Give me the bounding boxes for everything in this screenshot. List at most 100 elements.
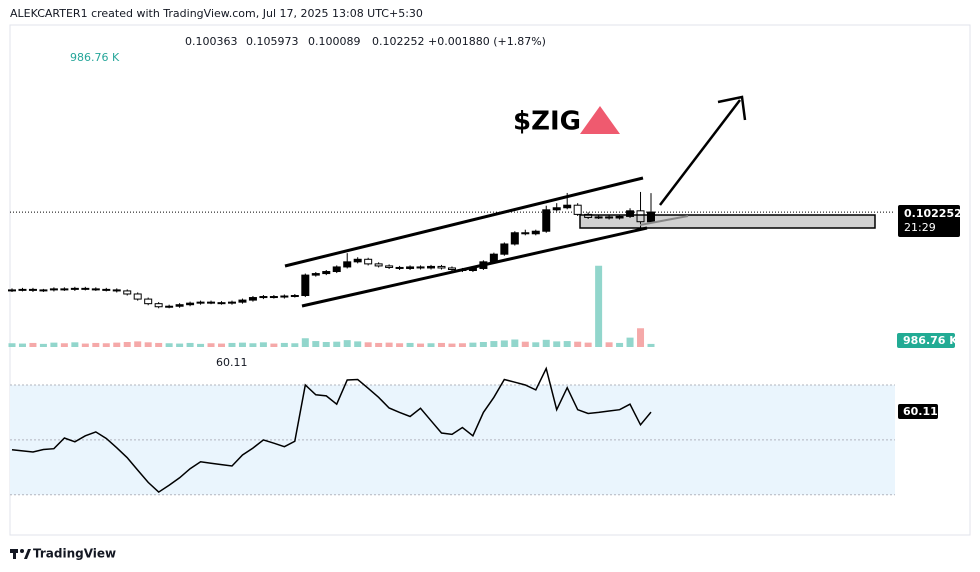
candle-body <box>552 207 561 211</box>
volume-bar <box>218 343 226 347</box>
candle-body <box>91 288 100 291</box>
candle-body <box>248 297 257 301</box>
footer-logo <box>10 549 31 559</box>
volume-bar <box>207 343 215 347</box>
volume-bar <box>165 343 173 347</box>
volume-bar <box>385 342 393 347</box>
volume-bar <box>469 342 477 347</box>
candle-body <box>60 288 69 291</box>
volume-bar <box>228 342 236 347</box>
candle-body <box>364 258 373 265</box>
candle-body <box>196 301 205 304</box>
candle-body <box>144 298 153 305</box>
volume-bar <box>542 339 550 347</box>
chart-title: $ZIG <box>513 107 581 137</box>
candle-body <box>542 209 551 232</box>
ohlc-readout: 0.100363 0.105973 0.100089 0.102252 +0.0… <box>185 35 546 48</box>
candle-body <box>647 211 655 223</box>
volume-bar <box>500 340 508 347</box>
volume-bar <box>39 343 47 347</box>
candle-body <box>18 288 27 291</box>
volume-bar <box>259 342 267 347</box>
arrow-head <box>717 95 747 121</box>
volume-bar <box>71 342 79 347</box>
volume-bar <box>574 341 582 347</box>
volume-bar <box>102 343 110 347</box>
volume-bar <box>322 342 330 347</box>
zone-line <box>639 215 689 226</box>
candle-body <box>154 303 163 308</box>
volume-bar <box>553 341 561 347</box>
volume-bar <box>249 343 257 347</box>
candle-body <box>615 215 624 219</box>
high-readout: 0.105973 <box>246 35 299 48</box>
volume-bar <box>626 337 634 347</box>
volume-bar <box>354 341 362 347</box>
volume-bar <box>333 341 341 347</box>
volume-bar <box>417 343 425 347</box>
candle-body <box>605 216 614 219</box>
volume-bar <box>29 342 37 347</box>
volume-bar <box>490 341 498 347</box>
volume-bar <box>595 265 603 347</box>
candle-body <box>227 301 236 304</box>
volume-bar <box>8 343 16 347</box>
candle-body <box>70 287 79 290</box>
volume-bar <box>270 343 278 347</box>
price-label: 0.102252 <box>904 207 962 220</box>
volume-bar <box>176 343 184 347</box>
volume-bar <box>532 342 540 347</box>
candle-body <box>385 265 394 268</box>
candle-body <box>8 289 16 292</box>
support-zone <box>579 214 876 229</box>
volume-bar <box>437 342 445 347</box>
candle-body <box>81 287 90 290</box>
candle-body <box>102 288 111 291</box>
candle-body <box>280 295 289 298</box>
candle-body <box>594 216 603 219</box>
volume-bar <box>511 339 519 347</box>
volume-bar <box>18 343 26 347</box>
volume-bar <box>186 342 194 347</box>
candle-body <box>500 243 509 255</box>
volume-bar <box>301 338 309 347</box>
candle-body <box>626 210 635 217</box>
volume-bar <box>238 342 246 347</box>
volume-bar <box>291 343 299 347</box>
candle-body <box>311 273 320 276</box>
footer: TradingView <box>33 547 116 561</box>
candle-body <box>112 289 121 292</box>
volume-bar <box>479 342 487 347</box>
candle-body <box>447 267 456 270</box>
candle-body <box>353 258 362 263</box>
candle-body <box>563 204 572 209</box>
open-readout: 0.100363 <box>185 35 238 48</box>
volume-bar <box>155 342 163 347</box>
arrow <box>659 99 741 206</box>
candle-body <box>238 299 247 303</box>
volume-bar <box>123 342 131 347</box>
rsi-line <box>11 366 652 494</box>
volume-bar <box>375 342 383 347</box>
volume-bar <box>134 341 142 347</box>
volume-bar <box>197 343 205 347</box>
candle-body <box>636 210 645 223</box>
candle-body <box>531 230 540 235</box>
volume-bar <box>343 340 351 347</box>
volume-bar <box>92 342 100 347</box>
candle-body <box>573 204 582 215</box>
volume-bar <box>81 343 89 347</box>
volume-bar <box>584 342 592 347</box>
volume-bar <box>521 341 529 347</box>
candle-body <box>207 301 216 304</box>
volume-bar <box>144 342 152 347</box>
rsi-label: 60.11 <box>903 405 938 418</box>
candle-body <box>406 266 415 269</box>
volume-bar <box>312 341 320 347</box>
candle-body <box>437 265 446 269</box>
close-readout: 0.102252 <box>372 35 425 48</box>
candle-body <box>186 302 195 306</box>
time-label: 21:29 <box>904 221 936 234</box>
triangle-icon <box>580 106 620 134</box>
